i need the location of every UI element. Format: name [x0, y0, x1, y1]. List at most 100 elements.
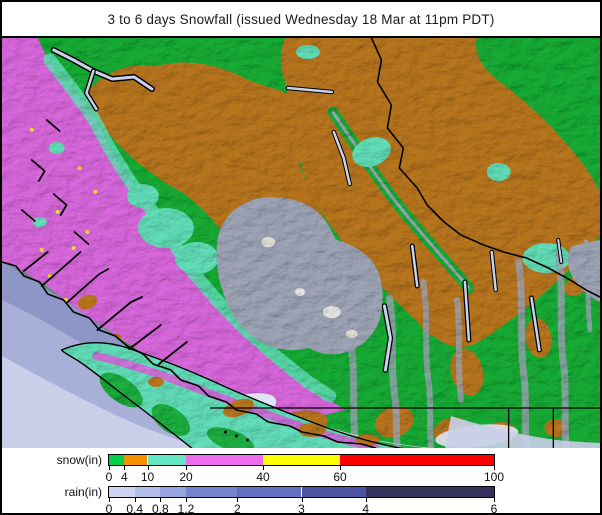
map-title: 3 to 6 days Snowfall (issued Wednesday 1…: [107, 11, 495, 27]
yellow-peak-dot: [55, 210, 60, 214]
lake: [411, 244, 419, 288]
legend-tick-label: 3: [298, 502, 305, 515]
legend-tick-label: 40: [256, 470, 270, 484]
glacier-patch: [261, 237, 276, 247]
yellow-peak-dots: [29, 128, 98, 302]
inlet-line: [45, 119, 61, 132]
inlet-line: [20, 209, 36, 222]
island-speck: [245, 438, 249, 442]
legend-segment: [134, 487, 161, 497]
glacier-patch: [345, 330, 358, 338]
inlet-line: [128, 324, 162, 350]
teal-patch: [138, 208, 194, 248]
legend-tick-label: 0: [105, 470, 113, 484]
legend-segment: [160, 487, 186, 497]
valley-ribbon: [554, 248, 570, 448]
legend-segment: [109, 455, 125, 465]
teal-patch: [486, 163, 511, 181]
valley-ribbon: [420, 279, 435, 448]
title-bar: 3 to 6 days Snowfall (issued Wednesday 1…: [2, 2, 600, 38]
legend-tick: [494, 465, 495, 470]
lake: [490, 250, 497, 292]
teal-patch: [174, 242, 219, 274]
fjord-inlets: [20, 119, 188, 365]
yellow-peak-dot: [29, 128, 34, 132]
island-patch: [206, 427, 255, 448]
legend-tick: [237, 497, 239, 502]
legend-tick: [109, 465, 110, 470]
yellow-peak-dot: [47, 274, 52, 278]
legend-row-snow: snow(in) 0 4 10 20 40 60 100: [2, 453, 600, 485]
inlet-line: [158, 341, 188, 365]
teal-patch: [48, 142, 65, 154]
valley-ribbon: [348, 346, 360, 448]
island-patch: [99, 372, 143, 408]
legend-segment: [124, 455, 148, 465]
legend-tick-label: 0.8: [151, 502, 169, 515]
legend-segment: [237, 487, 302, 497]
border-bc-alberta: [370, 38, 600, 298]
valley-ribbon: [453, 297, 464, 403]
legend-segment: [263, 455, 340, 465]
island-speck: [234, 434, 238, 438]
inlet-line: [73, 231, 90, 245]
legend-tick: [301, 497, 303, 502]
lake: [286, 86, 334, 94]
lake: [332, 130, 351, 186]
lake: [557, 239, 563, 263]
se-lowland-pale: [445, 416, 600, 448]
legend-segment: [186, 455, 263, 465]
yellow-peak-dot: [77, 166, 82, 170]
legend-segment: [147, 455, 186, 465]
legend-tick-label: 4: [121, 470, 128, 484]
teal-patch: [352, 137, 391, 167]
legend-tick: [263, 465, 264, 470]
region-thompson-gray: [285, 236, 383, 355]
yellow-peak-dot: [93, 190, 98, 194]
island-green-patches: [99, 372, 255, 448]
legend-segment: [109, 487, 135, 497]
legend-tick: [109, 497, 110, 502]
legend-tick-label: 2: [233, 502, 241, 515]
glacier-patch: [322, 306, 341, 318]
gulf-islands: [224, 430, 249, 442]
legend-tick: [160, 497, 162, 502]
glacier-patches: [261, 237, 358, 338]
island-patch: [298, 423, 326, 437]
trench-ribbon-gray: [331, 110, 471, 290]
line-work: [2, 38, 600, 448]
region-coast-mountains-magenta: [2, 38, 346, 421]
legend-tick: [340, 465, 341, 470]
ocean-band-pale: [2, 356, 195, 448]
teal-patch: [127, 184, 159, 208]
island-coastline: [60, 341, 403, 448]
legend-tick: [494, 497, 495, 502]
yellow-peak-dot: [39, 248, 44, 252]
island-speck: [224, 430, 227, 434]
legend-segment: [365, 487, 494, 497]
brown-patch: [77, 294, 98, 310]
inlet-line: [52, 193, 68, 216]
inlet-line: [40, 251, 82, 287]
legend-tick: [147, 465, 149, 470]
lake: [530, 296, 541, 352]
legend-tick-label: 1.2: [177, 502, 195, 515]
legend-tick: [134, 497, 136, 502]
yellow-peak-dot: [71, 246, 76, 250]
lake-okanagan: [382, 304, 392, 372]
glacier-patch: [295, 288, 305, 296]
legend-tick: [186, 497, 187, 502]
lake: [85, 69, 98, 111]
lake-williston: [52, 48, 154, 91]
legend: snow(in) 0 4 10 20 40 60 100 rain(in) 0 0.4 0.8 1.2…: [2, 448, 600, 513]
inlet-line: [96, 296, 143, 331]
legend-segment: [186, 487, 238, 497]
legend-label-snow: snow(in): [56, 453, 102, 467]
legend-tick-label: 20: [179, 470, 193, 484]
yellow-peak-dot: [85, 230, 90, 234]
legend-row-rain: rain(in) 0 0.4 0.8 1.2 2 3 4 6: [2, 485, 600, 515]
coastline: [2, 261, 377, 448]
valley-ribbons: [348, 239, 593, 448]
valley-ribbon: [583, 239, 593, 333]
